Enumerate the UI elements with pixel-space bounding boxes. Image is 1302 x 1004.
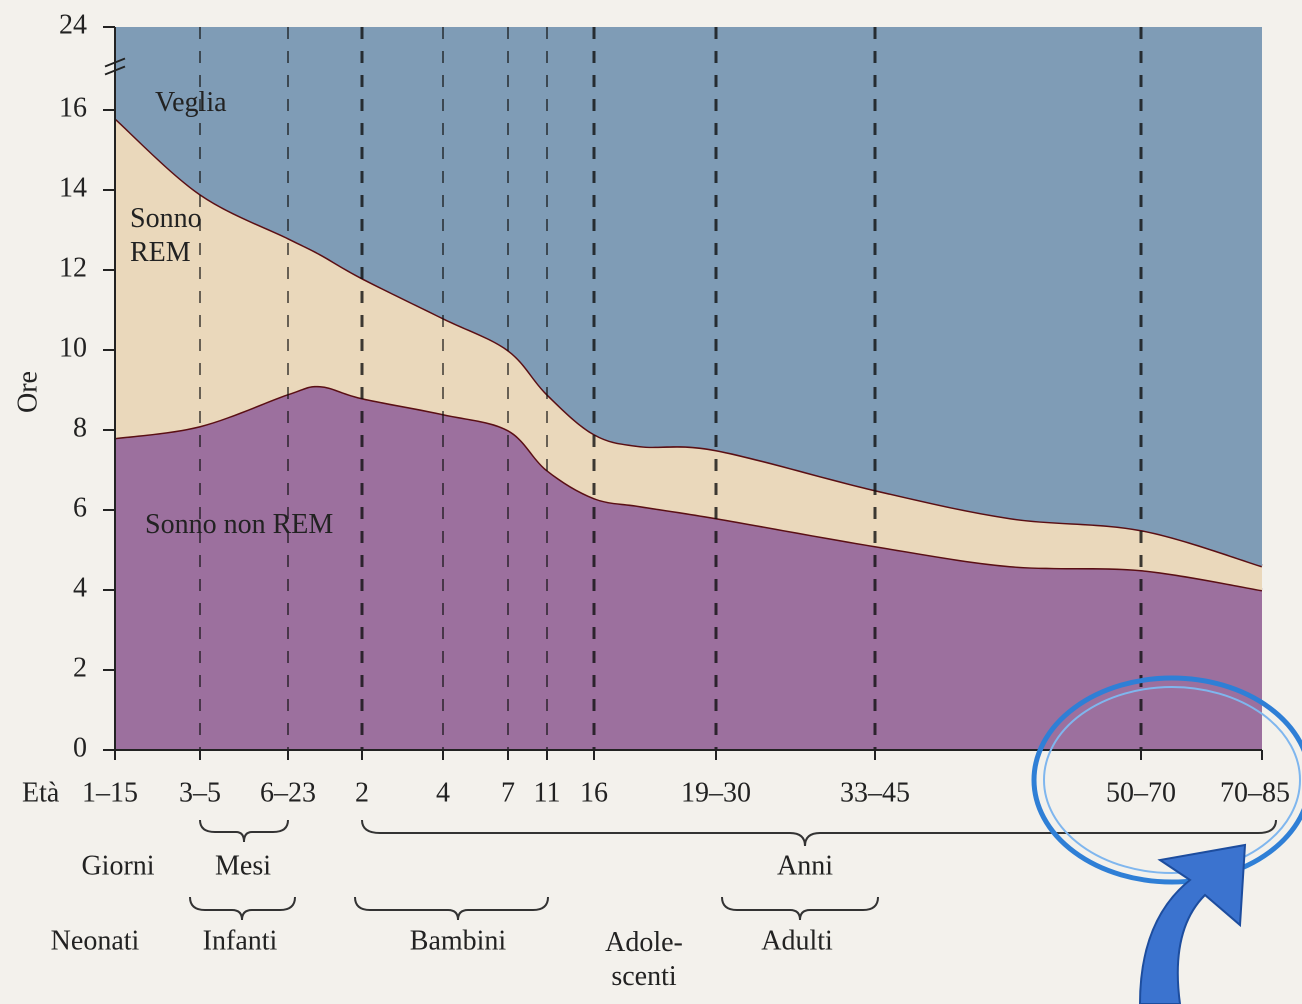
axes [103, 26, 1263, 760]
x-tick-label: 70–85 [1220, 777, 1290, 808]
x-tick-label: 2 [355, 777, 369, 808]
series-label: Sonno non REM [145, 509, 334, 540]
x-tick-label: 1–15 [82, 777, 138, 808]
x-tick-label: 7 [501, 777, 515, 808]
y-tick-label: 6 [73, 492, 87, 523]
x-tick-label: 16 [580, 777, 608, 808]
braces [189, 819, 1277, 921]
group-label: Neonati [51, 925, 140, 956]
y-tick-label: 24 [59, 9, 87, 40]
y-tick-label: 14 [59, 172, 87, 203]
y-tick-label: 16 [59, 92, 87, 123]
brace [189, 896, 296, 921]
x-axis-label: Età [22, 777, 60, 808]
unit-label: Giorni [81, 850, 154, 881]
brace [361, 819, 1277, 847]
area [115, 385, 1262, 750]
y-tick-label: 4 [73, 572, 87, 603]
arrow [1138, 843, 1247, 1004]
series-label: Veglia [155, 87, 227, 118]
y-tick-label: 8 [73, 412, 87, 443]
group-label: Infanti [203, 925, 278, 956]
unit-label: Anni [777, 850, 833, 881]
axis-break [104, 57, 126, 76]
x-tick-label: 19–30 [681, 777, 751, 808]
area [115, 118, 1262, 590]
x-tick-label: 6–23 [260, 777, 316, 808]
brace [354, 896, 549, 921]
unit-label: Mesi [215, 850, 271, 881]
y-tick-label: 2 [73, 652, 87, 683]
x-tick-label: 3–5 [179, 777, 221, 808]
y-tick-label: 0 [73, 732, 87, 763]
brace [721, 896, 879, 921]
area [115, 27, 1262, 566]
x-tick-label: 50–70 [1106, 777, 1176, 808]
x-tick-label: 4 [436, 777, 450, 808]
areas [113, 27, 1263, 750]
group-label: Adole-scenti [605, 927, 683, 992]
series-label: Sonno REM [130, 203, 202, 268]
brace [199, 819, 289, 843]
group-label: Bambini [410, 925, 507, 956]
highlight-ellipse [1043, 686, 1301, 874]
y-tick-label: 12 [59, 252, 87, 283]
highlight-ellipse [1031, 675, 1302, 885]
x-tick-label: 33–45 [840, 777, 910, 808]
y-axis-label: Ore [12, 371, 43, 413]
x-tick-label: 11 [534, 777, 561, 808]
y-tick-label: 10 [59, 332, 87, 363]
group-label: Adulti [761, 925, 833, 956]
